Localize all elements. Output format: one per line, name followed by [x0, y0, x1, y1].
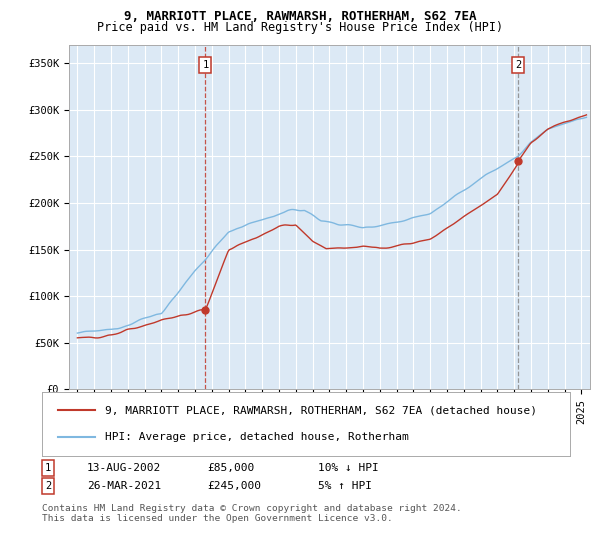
- Text: 9, MARRIOTT PLACE, RAWMARSH, ROTHERHAM, S62 7EA: 9, MARRIOTT PLACE, RAWMARSH, ROTHERHAM, …: [124, 10, 476, 22]
- Text: 2: 2: [515, 60, 521, 70]
- Text: 5% ↑ HPI: 5% ↑ HPI: [318, 481, 372, 491]
- Text: 13-AUG-2002: 13-AUG-2002: [87, 463, 161, 473]
- Text: 1: 1: [202, 60, 209, 70]
- Text: Price paid vs. HM Land Registry's House Price Index (HPI): Price paid vs. HM Land Registry's House …: [97, 21, 503, 34]
- Text: £245,000: £245,000: [207, 481, 261, 491]
- Text: 1: 1: [45, 463, 51, 473]
- Text: Contains HM Land Registry data © Crown copyright and database right 2024.
This d: Contains HM Land Registry data © Crown c…: [42, 504, 462, 524]
- Text: 2: 2: [45, 481, 51, 491]
- Text: 9, MARRIOTT PLACE, RAWMARSH, ROTHERHAM, S62 7EA (detached house): 9, MARRIOTT PLACE, RAWMARSH, ROTHERHAM, …: [106, 405, 538, 415]
- Text: 26-MAR-2021: 26-MAR-2021: [87, 481, 161, 491]
- Text: £85,000: £85,000: [207, 463, 254, 473]
- Text: 10% ↓ HPI: 10% ↓ HPI: [318, 463, 379, 473]
- Text: HPI: Average price, detached house, Rotherham: HPI: Average price, detached house, Roth…: [106, 432, 409, 442]
